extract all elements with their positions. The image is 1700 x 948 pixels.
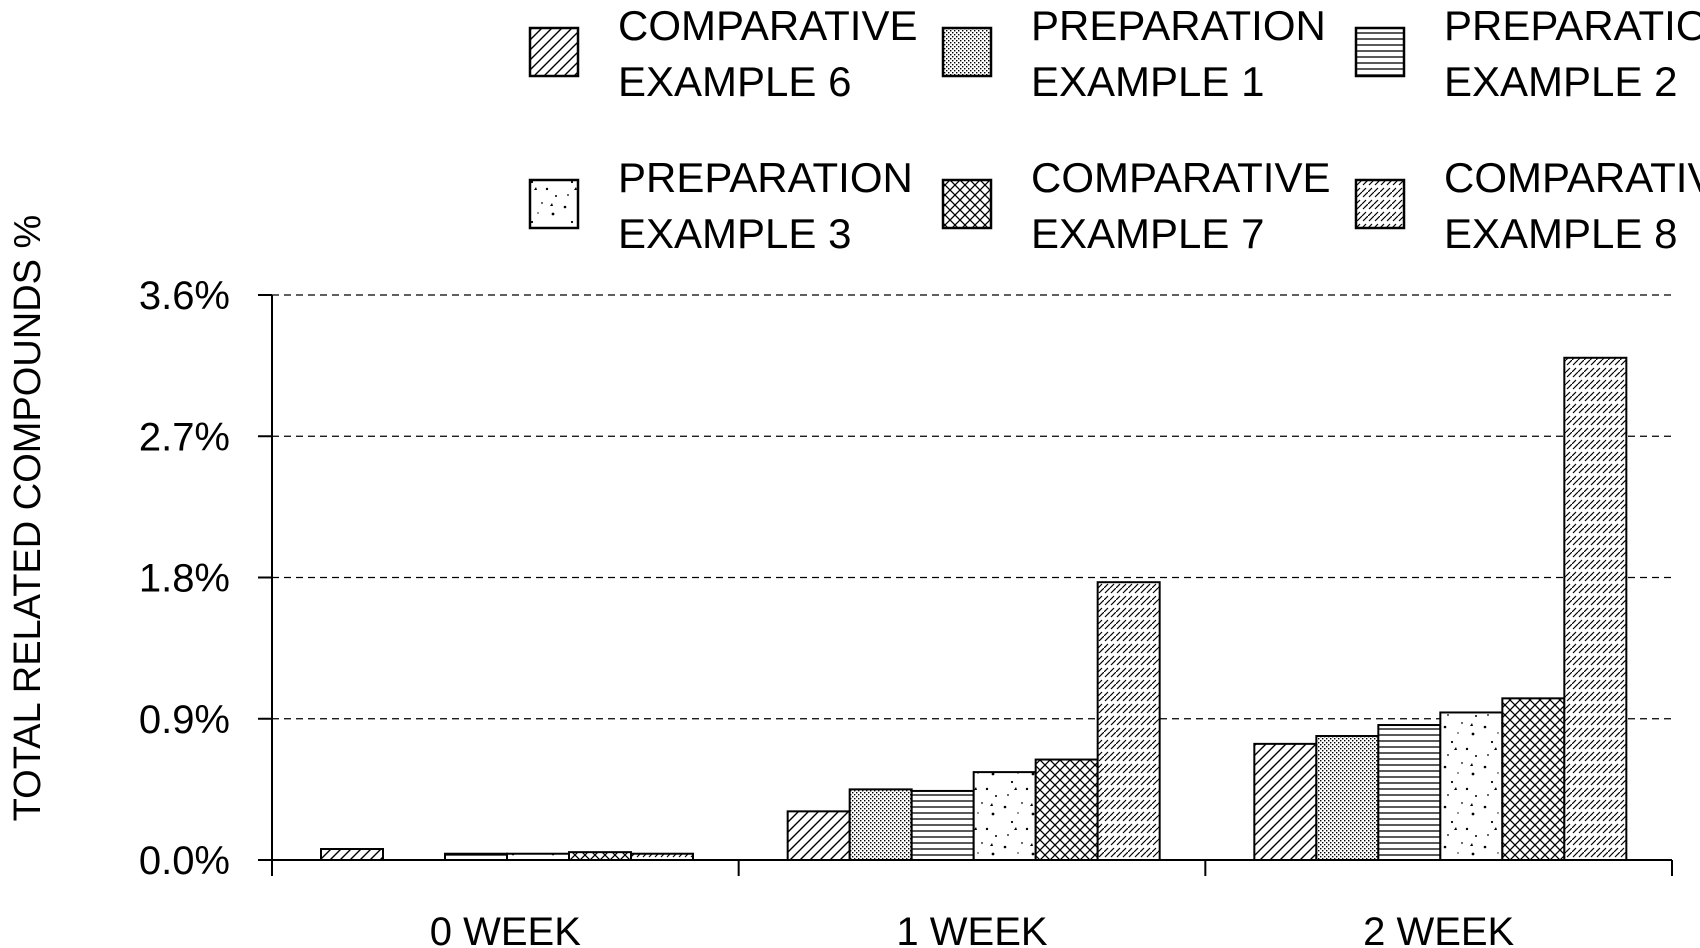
bar xyxy=(1440,712,1502,860)
bars-group xyxy=(321,358,1626,860)
legend-label: EXAMPLE 2 xyxy=(1444,58,1677,105)
y-axis-label: TOTAL RELATED COMPOUNDS % xyxy=(7,215,49,822)
legend-label: EXAMPLE 6 xyxy=(618,58,851,105)
x-tick-label: 0 WEEK xyxy=(430,910,581,948)
legend: COMPARATIVE EXAMPLE 6 PREPARATION EXAMPLE 1… xyxy=(530,2,1700,257)
bar xyxy=(850,789,912,860)
x-tick-label: 1 WEEK xyxy=(896,910,1047,948)
y-tick-label: 1.8% xyxy=(139,557,230,601)
bar xyxy=(1036,760,1098,860)
legend-label: PREPARATION xyxy=(1031,2,1326,49)
bar xyxy=(788,811,850,860)
legend-label: PREPARATION xyxy=(1444,2,1700,49)
bar xyxy=(974,772,1036,860)
legend-swatch xyxy=(943,180,991,228)
legend-label: COMPARATIVE xyxy=(1031,154,1330,201)
bar xyxy=(1254,744,1316,860)
bar xyxy=(1098,582,1160,860)
bar xyxy=(569,852,631,860)
legend-swatch xyxy=(530,28,578,76)
legend-swatch xyxy=(1356,28,1404,76)
y-tick-label: 0.9% xyxy=(139,698,230,742)
bar xyxy=(321,849,383,860)
legend-label: COMPARATIVE xyxy=(618,2,917,49)
y-tick-labels: 0.0% 0.9% 1.8% 2.7% 3.6% xyxy=(139,274,230,883)
bar xyxy=(1564,358,1626,860)
legend-label: EXAMPLE 1 xyxy=(1031,58,1264,105)
legend-label: EXAMPLE 7 xyxy=(1031,210,1264,257)
y-tick-label: 3.6% xyxy=(139,274,230,318)
y-tick-label: 0.0% xyxy=(139,839,230,883)
legend-swatch xyxy=(530,180,578,228)
bar xyxy=(912,791,974,860)
legend-label: COMPARATIVE xyxy=(1444,154,1700,201)
bar xyxy=(1502,698,1564,860)
legend-swatch xyxy=(1356,180,1404,228)
legend-label: PREPARATION xyxy=(618,154,913,201)
legend-swatch xyxy=(943,28,991,76)
legend-label: EXAMPLE 3 xyxy=(618,210,851,257)
bar xyxy=(1316,736,1378,860)
bar xyxy=(1378,725,1440,860)
legend-label: EXAMPLE 8 xyxy=(1444,210,1677,257)
y-tick-label: 2.7% xyxy=(139,415,230,459)
x-tick-labels: 0 WEEK 1 WEEK 2 WEEK xyxy=(430,910,1515,948)
gridlines xyxy=(272,295,1672,719)
x-tick-label: 2 WEEK xyxy=(1363,910,1514,948)
